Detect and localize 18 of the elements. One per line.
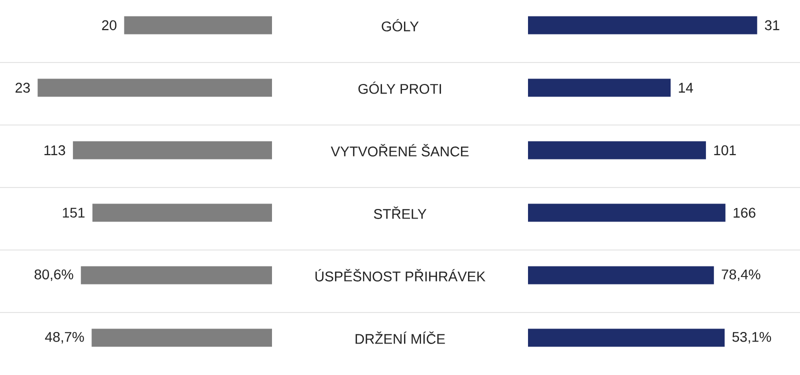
category-label: ÚSPĚŠNOST PŘIHRÁVEK [316,269,486,282]
category-label: GÓLY PROTI [358,82,441,94]
data-label: 14 [678,82,694,93]
data-label: 101 [714,145,736,156]
category-label: VYTVOŘENÉ ŠANCE [330,144,469,156]
data-label: 113 [44,145,66,156]
data-label: 20 [102,20,116,30]
category-label: GÓLY [382,19,419,32]
category-label: DRŽENÍ MÍČE [356,332,445,344]
data-label: 23 [16,82,30,93]
data-label: 31 [764,20,780,30]
data-label: 48,7% [45,332,84,344]
category-label: STŘELY [374,206,426,219]
data-label: 78,4% [722,269,760,282]
data-label: 166 [734,208,756,218]
data-label: 80,6% [34,269,74,282]
data-label: 151 [62,208,85,218]
data-label: 53,1% [732,332,772,344]
